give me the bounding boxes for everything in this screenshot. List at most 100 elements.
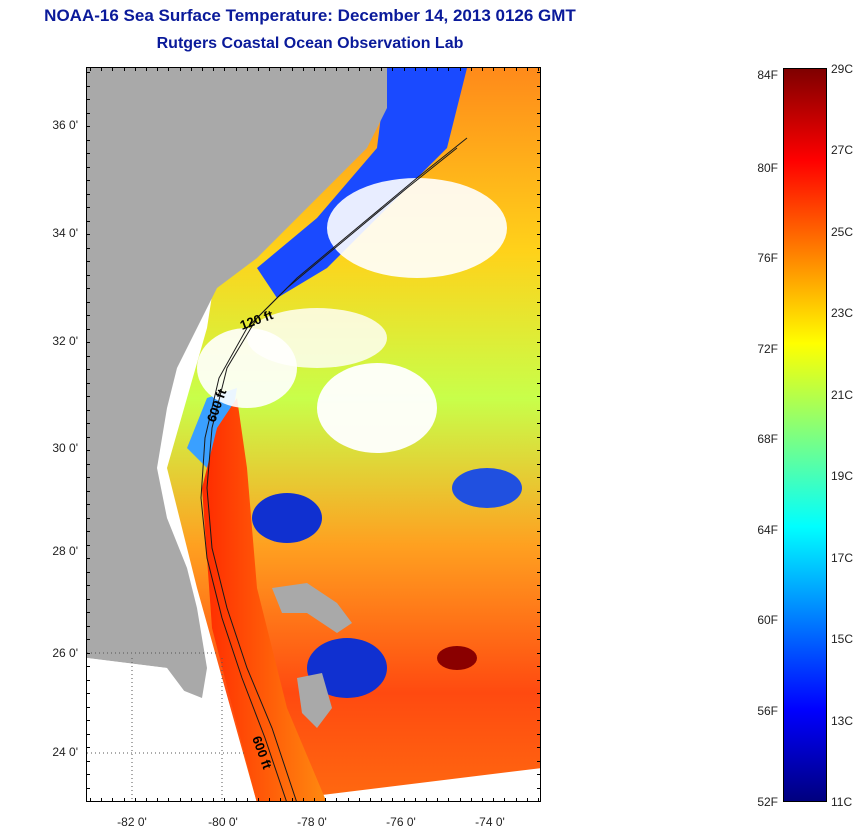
- axis-tick: [537, 112, 541, 114]
- axis-tick: [123, 67, 125, 71]
- axis-tick: [537, 612, 541, 613]
- axis-tick: [459, 798, 461, 802]
- lat-label: 26 0': [52, 646, 78, 660]
- axis-tick: [482, 67, 483, 71]
- axis-tick: [101, 798, 103, 802]
- axis-tick: [537, 504, 541, 505]
- axis-tick: [537, 463, 541, 465]
- axis-tick: [258, 798, 259, 802]
- axis-tick: [168, 67, 170, 71]
- axis-tick: [86, 760, 90, 762]
- axis-tick: [86, 396, 90, 397]
- axis-tick: [426, 798, 427, 802]
- axis-tick: [302, 67, 304, 71]
- axis-tick: [246, 798, 248, 802]
- axis-tick: [179, 67, 181, 71]
- colorbar-c-label: 23C: [831, 306, 854, 320]
- colorbar-c-label: 17C: [831, 551, 854, 565]
- axis-tick: [86, 166, 90, 168]
- sst-map-svg: 120 ft 600 ft 600 ft: [87, 68, 540, 801]
- axis-tick: [537, 315, 541, 316]
- lat-label: 30 0': [52, 441, 78, 455]
- axis-tick: [86, 153, 90, 154]
- lon-label: -74 0': [475, 815, 505, 829]
- axis-tick: [370, 798, 371, 802]
- axis-tick: [347, 67, 349, 71]
- axis-tick: [202, 67, 203, 71]
- axis-tick: [86, 247, 90, 249]
- axis-tick: [86, 598, 90, 600]
- colorbar-f-label: 68F: [757, 432, 778, 446]
- axis-tick: [86, 436, 90, 438]
- axis-tick: [86, 571, 90, 573]
- colorbar-f-label: 64F: [757, 523, 778, 537]
- axis-tick: [537, 274, 541, 276]
- axis-tick: [537, 220, 541, 222]
- axis-tick: [537, 477, 541, 478]
- cold-eddy: [252, 493, 322, 543]
- axis-tick: [86, 504, 90, 505]
- axis-tick: [537, 747, 541, 748]
- axis-tick: [86, 693, 90, 694]
- axis-tick: [179, 798, 181, 802]
- axis-tick: [537, 693, 541, 694]
- axis-tick: [537, 706, 541, 708]
- axis-tick: [370, 67, 371, 71]
- axis-tick: [269, 798, 271, 802]
- axis-tick: [86, 85, 90, 87]
- axis-tick: [537, 760, 541, 762]
- axis-tick: [537, 328, 541, 330]
- axis-tick: [86, 328, 90, 330]
- lon-label: -80 0': [208, 815, 238, 829]
- axis-tick: [381, 67, 383, 71]
- axis-tick: [86, 774, 90, 775]
- axis-tick: [86, 733, 90, 735]
- colorbar-c-label: 29C: [831, 62, 854, 76]
- axis-tick: [537, 733, 541, 735]
- colorbar-c-label: 11C: [831, 795, 853, 809]
- axis-tick: [358, 67, 360, 71]
- axis-tick: [86, 787, 90, 789]
- axis-tick: [537, 369, 541, 370]
- axis-tick: [537, 436, 541, 438]
- axis-tick: [437, 67, 439, 71]
- axis-tick: [235, 798, 237, 802]
- colorbar-c-label: 27C: [831, 143, 854, 157]
- axis-tick: [86, 720, 90, 721]
- axis-tick: [537, 234, 541, 235]
- axis-tick: [168, 798, 170, 802]
- axis-tick: [381, 798, 383, 802]
- axis-tick: [504, 798, 506, 802]
- axis-tick: [482, 798, 483, 802]
- lat-label: 32 0': [52, 334, 78, 348]
- axis-tick: [86, 261, 90, 262]
- axis-tick: [157, 798, 159, 802]
- axis-tick: [123, 798, 125, 802]
- axis-tick: [86, 274, 90, 276]
- axis-tick: [86, 477, 90, 478]
- axis-tick: [86, 639, 90, 640]
- axis-tick: [86, 531, 90, 532]
- axis-tick: [325, 798, 327, 802]
- axis-tick: [325, 67, 327, 71]
- colorbar-f-label: 76F: [757, 251, 778, 265]
- axis-tick: [448, 798, 450, 802]
- lat-label: 34 0': [52, 226, 78, 240]
- colorbar-f-label: 80F: [757, 161, 778, 175]
- axis-tick: [537, 396, 541, 397]
- axis-tick: [86, 369, 90, 370]
- axis-tick: [90, 67, 91, 71]
- lon-label: -78 0': [297, 815, 327, 829]
- axis-tick: [358, 798, 360, 802]
- axis-tick: [537, 139, 541, 141]
- axis-tick: [403, 67, 405, 71]
- axis-tick: [86, 585, 90, 586]
- axis-tick: [448, 67, 450, 71]
- axis-tick: [213, 798, 215, 802]
- colorbar-f-label: 72F: [757, 342, 778, 356]
- axis-tick: [86, 679, 90, 681]
- axis-tick: [537, 666, 541, 667]
- colorbar-f-label: 56F: [757, 704, 778, 718]
- axis-tick: [314, 67, 315, 71]
- axis-tick: [347, 798, 349, 802]
